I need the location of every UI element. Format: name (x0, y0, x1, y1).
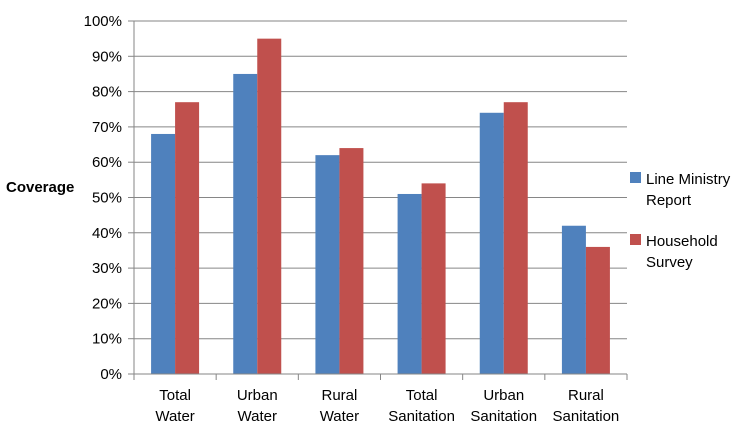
y-tick-label: 50% (92, 190, 122, 207)
legend-label: Line Ministry Report (646, 171, 731, 209)
x-category-label: Total Water (155, 387, 194, 425)
bar (397, 193, 422, 374)
x-category-label: Rural Sanitation (553, 387, 620, 425)
gridlines (134, 20, 627, 340)
bar (479, 112, 504, 374)
bar (257, 38, 282, 375)
y-tick-labels: 0% 10% 20% 30% 40% 50% 60% 70% 80% 90% 100% (84, 13, 122, 383)
legend: Line Ministry Report Household Survey (630, 171, 731, 271)
x-category-labels: Total Water Urban Water Rural Water Total Sanit… (155, 387, 619, 425)
bar (503, 102, 528, 374)
bar (315, 155, 340, 374)
y-tick-label: 90% (92, 48, 122, 65)
bar (421, 183, 446, 374)
bar (175, 102, 200, 374)
bar (151, 133, 176, 374)
y-tick-label: 10% (92, 331, 122, 348)
legend-swatch (630, 172, 641, 183)
bar (339, 148, 364, 374)
x-category-label: Total Sanitation (388, 387, 455, 425)
y-axis-title: Coverage (6, 179, 74, 196)
bars (151, 38, 610, 375)
y-tick-label: 40% (92, 225, 122, 242)
bar (585, 246, 610, 374)
y-tick-label: 70% (92, 119, 122, 136)
x-category-label: Urban Water (237, 387, 278, 425)
y-tick-label: 20% (92, 295, 122, 312)
bar (561, 225, 586, 374)
y-tick-label: 60% (92, 154, 122, 171)
axes (128, 20, 628, 380)
x-category-label: Urban Sanitation (470, 387, 537, 425)
legend-swatch (630, 234, 641, 245)
y-tick-label: 30% (92, 260, 122, 277)
bar (233, 73, 258, 374)
x-category-label: Rural Water (320, 387, 359, 425)
y-tick-label: 100% (84, 13, 122, 30)
y-tick-label: 0% (100, 366, 122, 383)
y-tick-label: 80% (92, 84, 122, 101)
legend-label: Household Survey (646, 233, 718, 271)
